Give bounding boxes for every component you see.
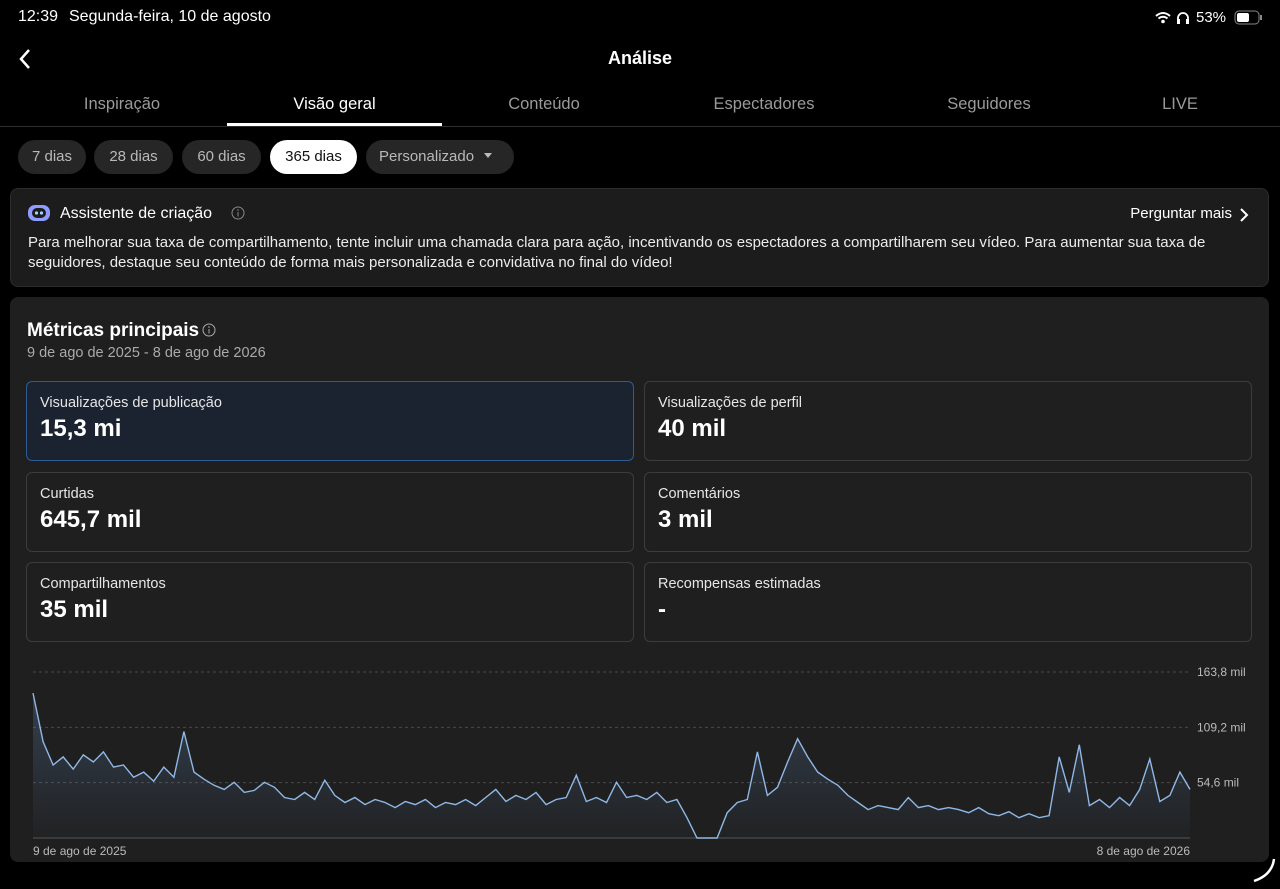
metric-value: 3 mil xyxy=(658,505,713,533)
info-icon[interactable] xyxy=(202,323,218,339)
tab[interactable]: Espectadores xyxy=(713,95,815,113)
x-label-end: 8 de ago de 2026 xyxy=(1097,844,1191,858)
tab-indicator xyxy=(227,123,442,126)
tab[interactable]: Inspiração xyxy=(83,95,161,113)
tab[interactable]: Conteúdo xyxy=(508,95,580,113)
line-chart: 9 de ago de 2025 8 de ago de 2026 54,6 m… xyxy=(32,665,1246,858)
assistant-card: Assistente de criação Perguntar mais Par… xyxy=(10,188,1269,287)
filter-label: 28 dias xyxy=(109,148,158,165)
assistant-title: Assistente de criação xyxy=(60,205,213,222)
metric-value: - xyxy=(658,596,666,623)
filter-label: Personalizado xyxy=(379,148,475,165)
metric-value: 15,3 mi xyxy=(40,415,122,442)
tab[interactable]: Visão geral xyxy=(293,95,376,113)
battery-icon xyxy=(1234,10,1262,25)
metric-tile[interactable]: Recompensas estimadas - xyxy=(644,562,1252,642)
metric-tile[interactable]: Visualizações de publicação 15,3 mi xyxy=(26,381,634,461)
status-time: 12:39 xyxy=(18,8,59,25)
filter-pill[interactable]: 28 dias xyxy=(94,140,173,174)
back-button[interactable] xyxy=(14,46,38,72)
corner-indicator xyxy=(1253,858,1276,883)
ask-more-link[interactable]: Perguntar mais xyxy=(1130,205,1232,222)
metric-label: Comentários xyxy=(658,485,741,502)
area xyxy=(33,693,1190,838)
tab-divider xyxy=(0,126,1280,127)
y-tick-label: 163,8 mil xyxy=(1197,665,1246,679)
metric-label: Recompensas estimadas xyxy=(658,576,821,592)
status-date: Segunda-feira, 10 de agosto xyxy=(69,8,271,25)
dropdown-caret xyxy=(484,153,493,158)
metric-tile[interactable]: Curtidas 645,7 mil xyxy=(26,471,634,552)
page-title: Análise xyxy=(607,48,673,68)
assistant-icon xyxy=(28,205,50,221)
metric-label: Compartilhamentos xyxy=(40,576,166,592)
filter-pill[interactable]: Personalizado xyxy=(366,140,514,174)
filter-pill[interactable]: 7 dias xyxy=(18,140,86,174)
filter-label: 7 dias xyxy=(31,148,73,165)
filter-label: 60 dias xyxy=(197,148,246,165)
y-tick-label: 109,2 mil xyxy=(1197,720,1246,734)
metric-value: 40 mil xyxy=(658,415,727,442)
date-range: 9 de ago de 2025 - 8 de ago de 2026 xyxy=(27,345,266,361)
chevron xyxy=(1240,208,1249,222)
metric-value: 645,7 mil xyxy=(40,505,142,533)
metric-tile[interactable]: Compartilhamentos 35 mil xyxy=(26,562,634,642)
metric-tile[interactable]: Visualizações de perfil 40 mil xyxy=(644,381,1252,461)
status-icons xyxy=(1155,12,1189,24)
metric-label: Curtidas xyxy=(40,485,94,502)
x-label-start: 9 de ago de 2025 xyxy=(33,844,127,858)
tab[interactable]: LIVE xyxy=(1162,95,1198,113)
y-tick-label: 54,6 mil xyxy=(1197,776,1239,790)
metric-value: 35 mil xyxy=(40,596,109,623)
tab[interactable]: Seguidores xyxy=(947,95,1031,113)
metric-label: Visualizações de publicação xyxy=(40,395,222,411)
filter-pill[interactable]: 60 dias xyxy=(182,140,261,174)
filter-pill[interactable]: 365 dias xyxy=(270,140,357,174)
metric-tile[interactable]: Comentários 3 mil xyxy=(644,471,1252,552)
metrics-title: Métricas principais xyxy=(27,320,200,341)
metric-label: Visualizações de perfil xyxy=(658,395,803,411)
assistant-text: Para melhorar sua taxa de compartilhamen… xyxy=(28,234,1206,271)
info-icon[interactable] xyxy=(231,206,247,222)
line xyxy=(32,692,1191,839)
filter-label: 365 dias xyxy=(285,148,342,165)
battery-level: 53% xyxy=(1196,9,1227,26)
